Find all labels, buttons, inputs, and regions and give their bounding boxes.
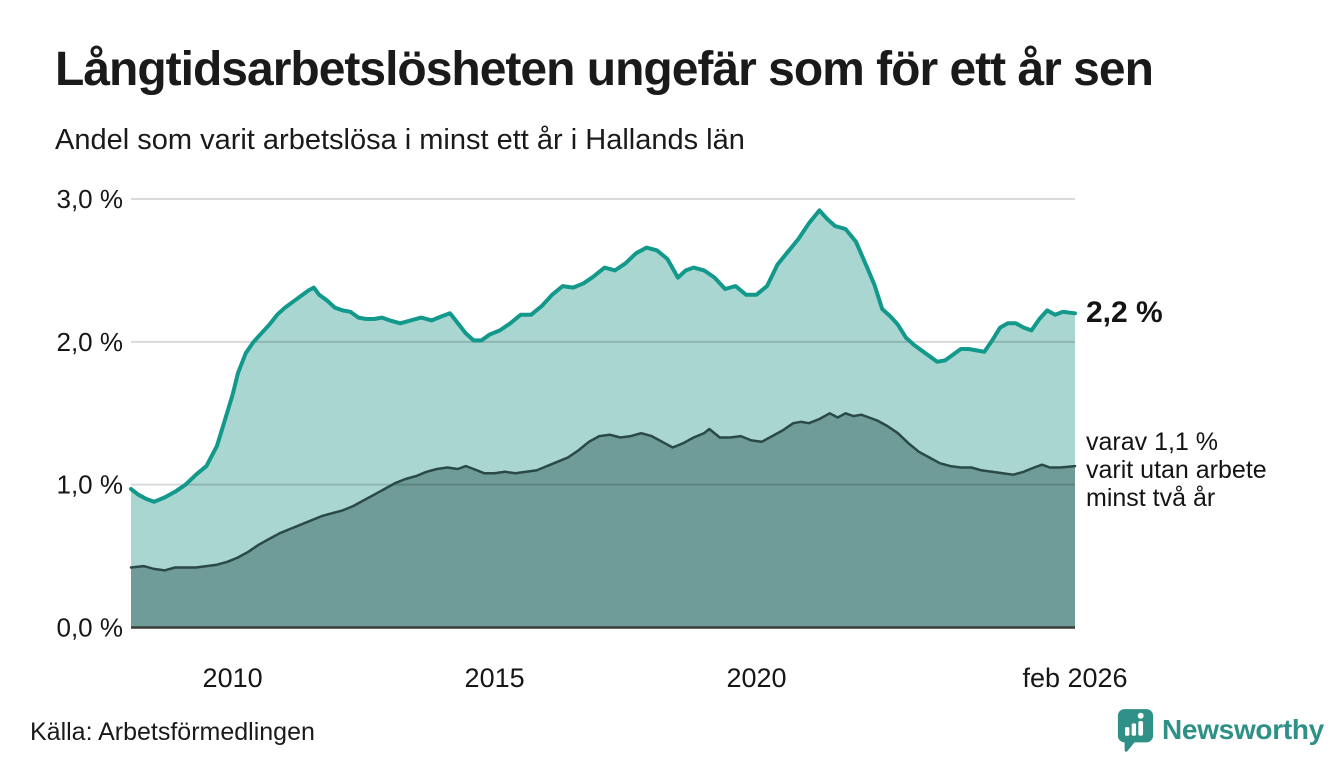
varav-line-1: varav 1,1 % bbox=[1086, 428, 1219, 457]
end-label-two-years: varav 1,1 % varit utan arbete minst två … bbox=[1086, 428, 1267, 512]
end-value-total: 2,2 % bbox=[1086, 294, 1163, 332]
end-value-total-text: 2,2 % bbox=[1086, 296, 1163, 330]
page-title: Långtidsarbetslösheten ungefär som för e… bbox=[55, 43, 1154, 96]
y-tick-label: 0,0 % bbox=[57, 613, 124, 643]
x-tick-label: 2015 bbox=[465, 663, 525, 693]
newsworthy-logo-icon bbox=[1117, 709, 1154, 752]
total-line bbox=[129, 208, 1077, 504]
newsworthy-logo: Newsworthy bbox=[1116, 708, 1324, 752]
exclamation-dot bbox=[1137, 712, 1144, 719]
y-tick-label: 2,0 % bbox=[57, 327, 124, 357]
varav-line-3: minst två år bbox=[1086, 484, 1216, 513]
source-caption: Källa: Arbetsförmedlingen bbox=[30, 718, 315, 746]
y-tick-label: 3,0 % bbox=[57, 184, 124, 214]
exclamation-stem bbox=[1138, 720, 1144, 736]
bar-2 bbox=[1131, 723, 1137, 736]
bar-1 bbox=[1125, 727, 1130, 736]
page-subtitle: Andel som varit arbetslösa i minst ett å… bbox=[55, 124, 745, 156]
x-tick-label: 2020 bbox=[726, 663, 786, 693]
newsworthy-wordmark: Newsworthy bbox=[1162, 714, 1324, 745]
two-years-area bbox=[131, 413, 1075, 628]
varav-line-2: varit utan arbete bbox=[1086, 456, 1267, 485]
two-years-line bbox=[129, 412, 1077, 572]
y-tick-label: 1,0 % bbox=[57, 470, 124, 500]
x-tick-label: 2010 bbox=[203, 663, 263, 693]
x-tick-label: feb 2026 bbox=[1022, 663, 1127, 693]
